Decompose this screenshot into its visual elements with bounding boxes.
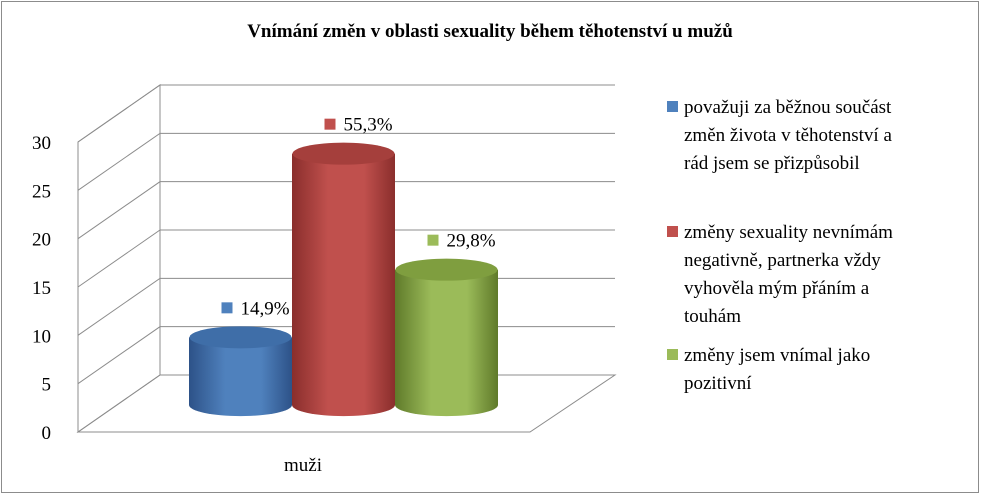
data-label-marker xyxy=(324,118,336,130)
bar-body xyxy=(189,337,292,417)
legend-label: změn života v těhotenství a xyxy=(684,125,892,146)
legend: považuji za běžnou součást změn života v … xyxy=(667,97,893,394)
bar-top xyxy=(292,142,395,165)
bar-top xyxy=(189,326,292,349)
chart-title: Vnímání změn v oblasti sexuality během t… xyxy=(247,21,733,42)
y-tick-label: 10 xyxy=(32,326,51,347)
y-tick-label: 15 xyxy=(32,278,51,299)
y-tick-label: 20 xyxy=(32,230,51,251)
data-label-marker xyxy=(221,302,233,314)
gridline xyxy=(77,181,615,240)
data-label-marker xyxy=(427,234,439,246)
legend-swatch xyxy=(667,101,678,112)
bar-top xyxy=(395,258,498,281)
gridline xyxy=(77,229,615,288)
gridline xyxy=(77,84,615,143)
bar xyxy=(292,142,395,417)
bar xyxy=(395,258,498,417)
data-label: 29,8% xyxy=(447,231,496,252)
legend-label: touhám xyxy=(684,306,741,327)
legend-label: pozitivní xyxy=(684,373,752,394)
bar-body xyxy=(292,153,395,417)
legend-item: změny jsem vnímal jako pozitivní xyxy=(667,345,870,394)
y-axis-ticks: 0 5 10 15 20 25 30 xyxy=(32,133,51,444)
gridlines xyxy=(77,84,615,385)
data-label: 14,9% xyxy=(241,298,290,319)
legend-swatch xyxy=(667,349,678,360)
y-tick-label: 0 xyxy=(42,423,52,444)
bars xyxy=(189,142,498,417)
data-labels: 14,9% 55,3% 29,8% xyxy=(221,115,496,319)
x-category-label: muži xyxy=(284,455,322,476)
legend-label: rád jsem se přizpůsobil xyxy=(684,153,860,174)
legend-label: změny jsem vnímal jako xyxy=(684,345,870,366)
legend-label: považuji za běžnou součást xyxy=(684,97,892,118)
legend-item: považuji za běžnou součást změn života v … xyxy=(667,97,892,174)
gridline xyxy=(77,132,615,191)
x-axis-categories: muži xyxy=(284,455,322,476)
legend-swatch xyxy=(667,226,678,237)
bar-body xyxy=(395,269,498,417)
y-tick-label: 25 xyxy=(32,181,51,202)
y-tick-label: 30 xyxy=(32,133,51,154)
legend-item: změny sexuality nevnímám negativně, partn… xyxy=(667,222,893,327)
floor xyxy=(76,374,617,433)
legend-label: vyhověla mým přáním a xyxy=(684,278,870,299)
bar xyxy=(189,326,292,417)
legend-label: změny sexuality nevnímám xyxy=(684,222,893,243)
legend-label: negativně, partnerka vždy xyxy=(684,250,881,271)
y-tick-label: 5 xyxy=(42,375,52,396)
data-label: 55,3% xyxy=(344,115,393,136)
